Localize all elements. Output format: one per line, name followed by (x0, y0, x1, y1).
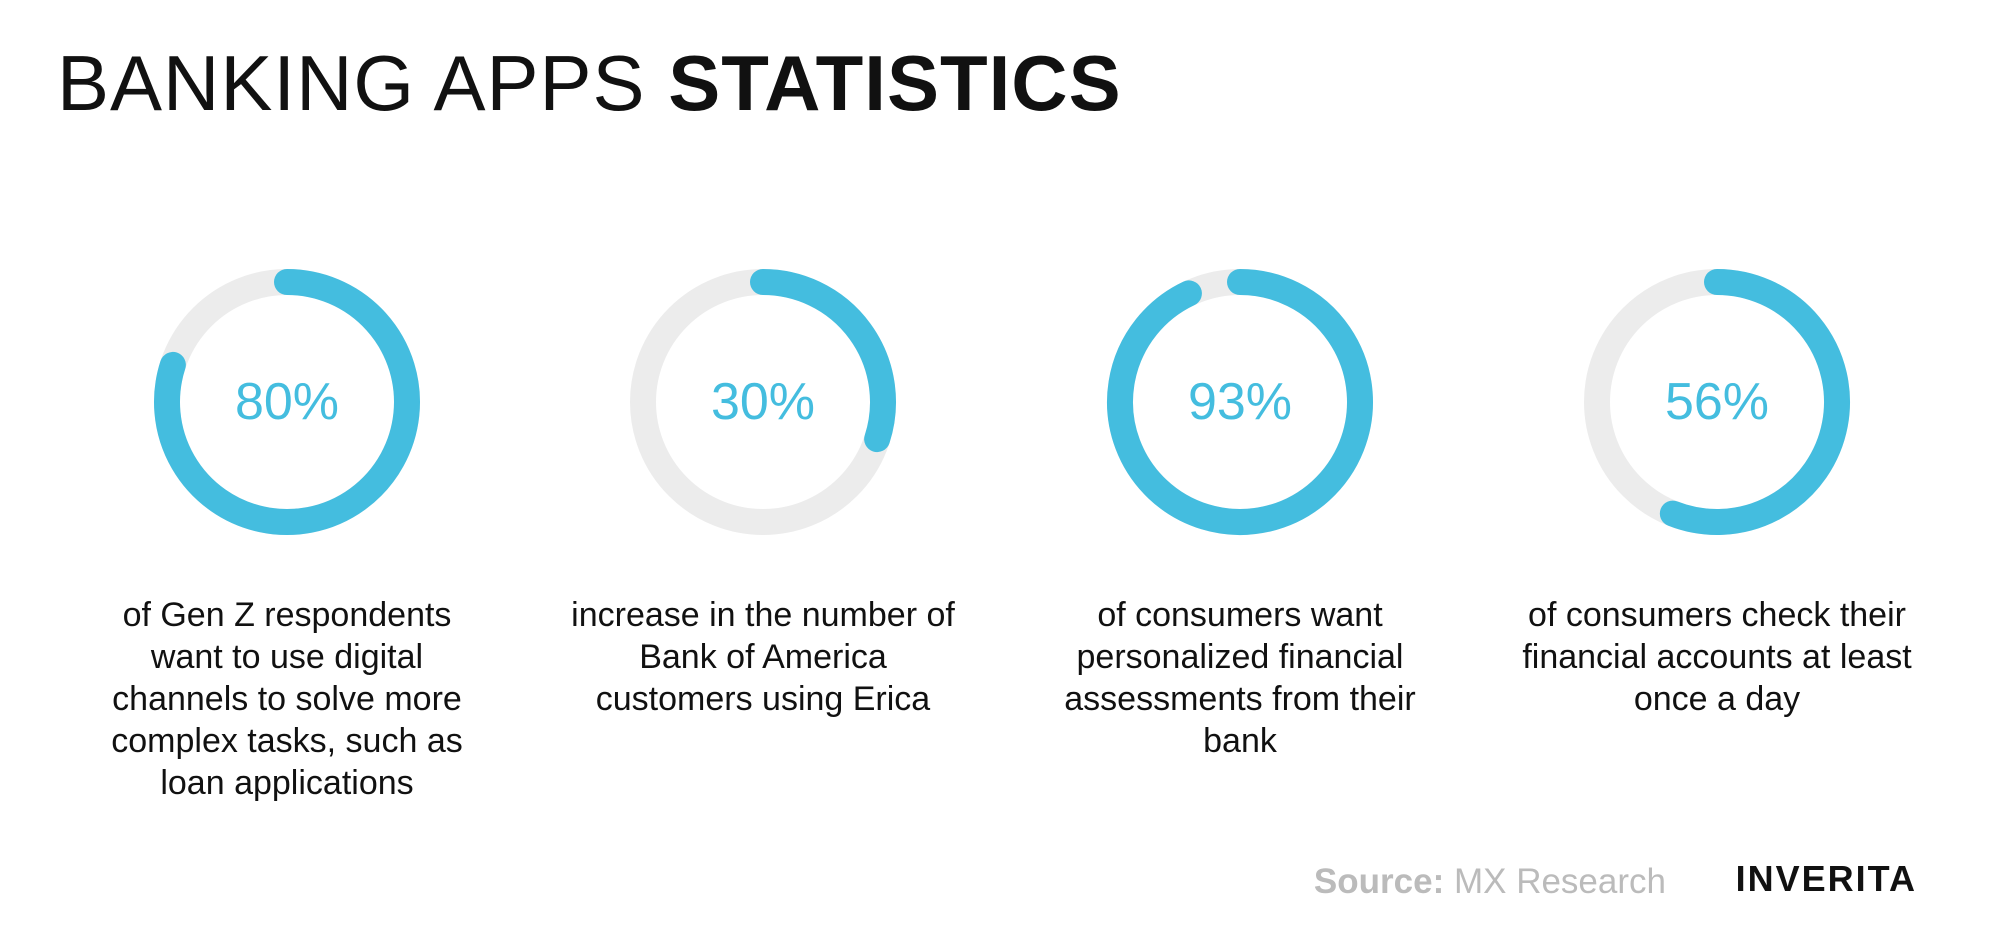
stat-card-3: 93% of consumers want personalized finan… (1020, 262, 1460, 762)
stat-description-3: of consumers want personalized financial… (1064, 596, 1416, 760)
stat-value-4: 56% (1664, 373, 1770, 431)
donut-svg-1 (154, 269, 420, 535)
inverita-logo: INVERITA (1735, 858, 1917, 899)
stat-value-1: 80% (234, 373, 340, 431)
source-value: MX Research (1453, 862, 1666, 901)
title-light: BANKING APPS (57, 39, 646, 127)
stat-value-2: 30% (710, 373, 816, 431)
donut-chart-4: 56% (1577, 262, 1857, 542)
donut-arc-1 (154, 269, 420, 535)
stat-description-2: increase in the number of Bank of Americ… (571, 596, 955, 718)
donut-arc-4 (1659, 269, 1851, 535)
donut-chart-1: 80% (147, 262, 427, 542)
donut-arc-2 (750, 269, 896, 453)
source-label: Source: (1313, 862, 1445, 901)
donut-svg-4 (1584, 269, 1851, 535)
source-credit: Source: MX Research (1314, 862, 1666, 902)
stat-card-2: 30% increase in the number of Bank of Am… (543, 262, 983, 720)
title-bold: STATISTICS (668, 39, 1122, 127)
donut-arc-3 (1107, 269, 1373, 535)
stat-description-4: of consumers check their financial accou… (1522, 596, 1912, 718)
donut-chart-2: 30% (623, 262, 903, 542)
stat-card-1: 80% of Gen Z respondents want to use dig… (67, 262, 507, 804)
stat-value-3: 93% (1187, 373, 1293, 431)
page-title: BANKING APPS STATISTICS (57, 38, 1122, 128)
donut-chart-3: 93% (1100, 262, 1380, 542)
stat-description-1: of Gen Z respondents want to use digital… (111, 596, 463, 802)
donut-svg-3 (1107, 269, 1373, 535)
stat-card-4: 56% of consumers check their financial a… (1497, 262, 1937, 720)
donut-svg-2 (630, 269, 896, 535)
